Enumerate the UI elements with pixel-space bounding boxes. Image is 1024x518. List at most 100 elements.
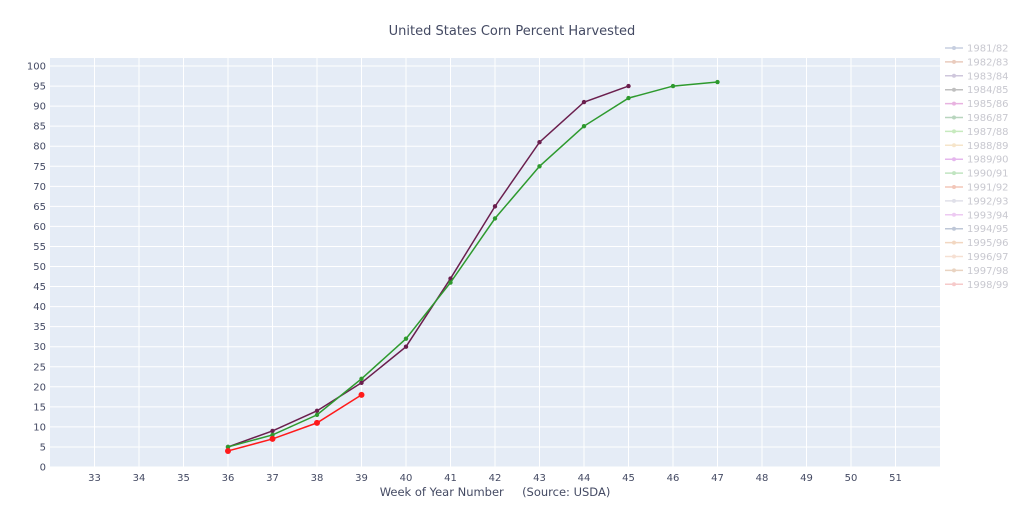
series-20: [225, 391, 365, 454]
y-tick-label: 50: [33, 262, 46, 273]
legend-label: 1989/90: [967, 155, 1009, 166]
y-tick-label: 10: [33, 422, 46, 433]
data-point: [270, 432, 275, 438]
data-point: [670, 83, 676, 89]
x-tick-label: 41: [444, 473, 457, 484]
data-point: [715, 79, 720, 85]
legend-item[interactable]: 1985/86: [945, 99, 1009, 110]
legend-swatch-marker: [952, 101, 956, 106]
legend-label: 1997/98: [967, 266, 1009, 277]
series-19: [225, 79, 720, 450]
y-tick-label: 0: [40, 463, 46, 474]
x-tick-label: 33: [88, 473, 101, 484]
data-point: [448, 276, 453, 281]
chart-title: United States Corn Percent Harvested: [389, 24, 636, 39]
legend-item[interactable]: 1996/97: [945, 252, 1009, 263]
data-point: [537, 140, 542, 145]
data-point: [492, 216, 498, 221]
legend-label: 1994/95: [967, 224, 1009, 235]
legend-item[interactable]: 1983/84: [945, 71, 1009, 82]
data-point: [225, 447, 231, 454]
y-tick-label: 30: [33, 342, 46, 353]
legend-item[interactable]: 1995/96: [945, 238, 1009, 249]
legend-label: 1998/99: [967, 280, 1009, 291]
x-tick-label: 38: [311, 473, 324, 484]
legend-swatch-marker: [952, 240, 956, 245]
data-point: [581, 123, 587, 129]
data-point: [359, 380, 364, 385]
x-axis-ticks: 33 34 35 36 37 38 39 40 41 42 43 44 45 46 47 48 49 50 51: [88, 473, 902, 484]
x-tick-label: 44: [578, 473, 591, 484]
legend-item[interactable]: 1990/91: [945, 169, 1009, 180]
series-line: [227, 81, 718, 448]
legend-item[interactable]: 1984/85: [945, 85, 1009, 96]
legend-swatch-marker: [952, 254, 956, 259]
data-point: [314, 412, 320, 418]
legend-item[interactable]: 1991/92: [945, 183, 1009, 194]
data-point: [358, 391, 365, 398]
x-tick-label: 46: [667, 473, 680, 484]
legend-swatch-marker: [952, 212, 956, 217]
legend-item[interactable]: 1981/82: [945, 44, 1009, 55]
legend-item[interactable]: 1994/95: [945, 224, 1009, 235]
legend-item[interactable]: 1997/98: [945, 266, 1009, 277]
y-tick-label: 80: [33, 142, 46, 153]
y-tick-label: 40: [33, 302, 46, 313]
x-axis-label: Week of Year Number (Source: USDA): [380, 485, 611, 499]
x-tick-label: 40: [400, 473, 413, 484]
legend-item[interactable]: 1986/87: [945, 113, 1009, 124]
data-point: [403, 336, 409, 341]
data-point: [403, 344, 409, 349]
x-tick-label: 49: [800, 473, 813, 484]
x-tick-label: 48: [756, 473, 769, 484]
legend-item[interactable]: 1987/88: [945, 127, 1009, 138]
legend-item[interactable]: 1988/89: [945, 141, 1009, 152]
legend-item[interactable]: 1998/99: [945, 280, 1009, 291]
legend-label: 1990/91: [967, 169, 1009, 180]
legend-label: 1993/94: [967, 210, 1009, 221]
data-point: [314, 419, 320, 426]
legend-label: 1986/87: [967, 113, 1009, 124]
legend-label: 1987/88: [967, 127, 1009, 138]
y-tick-label: 65: [33, 202, 46, 213]
y-tick-label: 20: [33, 382, 46, 393]
legend-label: 1992/93: [967, 196, 1009, 207]
y-tick-label: 75: [33, 162, 46, 173]
legend-swatch-marker: [952, 143, 956, 148]
gridlines: [50, 58, 940, 468]
legend-label: 1981/82: [967, 44, 1009, 55]
x-tick-label: 42: [489, 473, 502, 484]
legend-swatch-marker: [952, 115, 956, 120]
x-tick-label: 34: [133, 473, 146, 484]
legend-swatch-marker: [952, 185, 956, 189]
legend-label: 1982/83: [967, 57, 1009, 68]
y-tick-label: 5: [40, 442, 46, 453]
data-point: [581, 99, 587, 105]
data-point: [359, 376, 364, 381]
x-tick-label: 45: [622, 473, 635, 484]
legend-label: 1984/85: [967, 85, 1009, 96]
data-point: [314, 408, 320, 414]
legend-item[interactable]: 1989/90: [945, 155, 1009, 166]
legend-item[interactable]: 1982/83: [945, 57, 1009, 68]
legend-swatch-marker: [952, 198, 956, 203]
y-tick-label: 15: [33, 402, 46, 413]
legend-swatch-marker: [952, 129, 956, 134]
y-tick-label: 85: [33, 122, 46, 133]
legend-item[interactable]: 1992/93: [945, 196, 1009, 207]
legend-label: 1995/96: [967, 238, 1009, 249]
legend[interactable]: 1981/82 1982/83 1983/84 1984/85 1985/86 1986/…: [945, 44, 1009, 291]
legend-label: 1991/92: [967, 183, 1009, 194]
x-tick-label: 51: [889, 473, 902, 484]
x-tick-label: 47: [711, 473, 724, 484]
legend-item[interactable]: 1993/94: [945, 210, 1009, 221]
legend-label: 1983/84: [967, 71, 1009, 82]
x-tick-label: 43: [533, 473, 546, 484]
data-point: [225, 444, 231, 450]
data-point: [448, 280, 453, 285]
legend-label: 1988/89: [967, 141, 1009, 152]
x-tick-label: 50: [845, 473, 858, 484]
data-point: [626, 95, 631, 101]
legend-swatch-marker: [952, 157, 956, 162]
